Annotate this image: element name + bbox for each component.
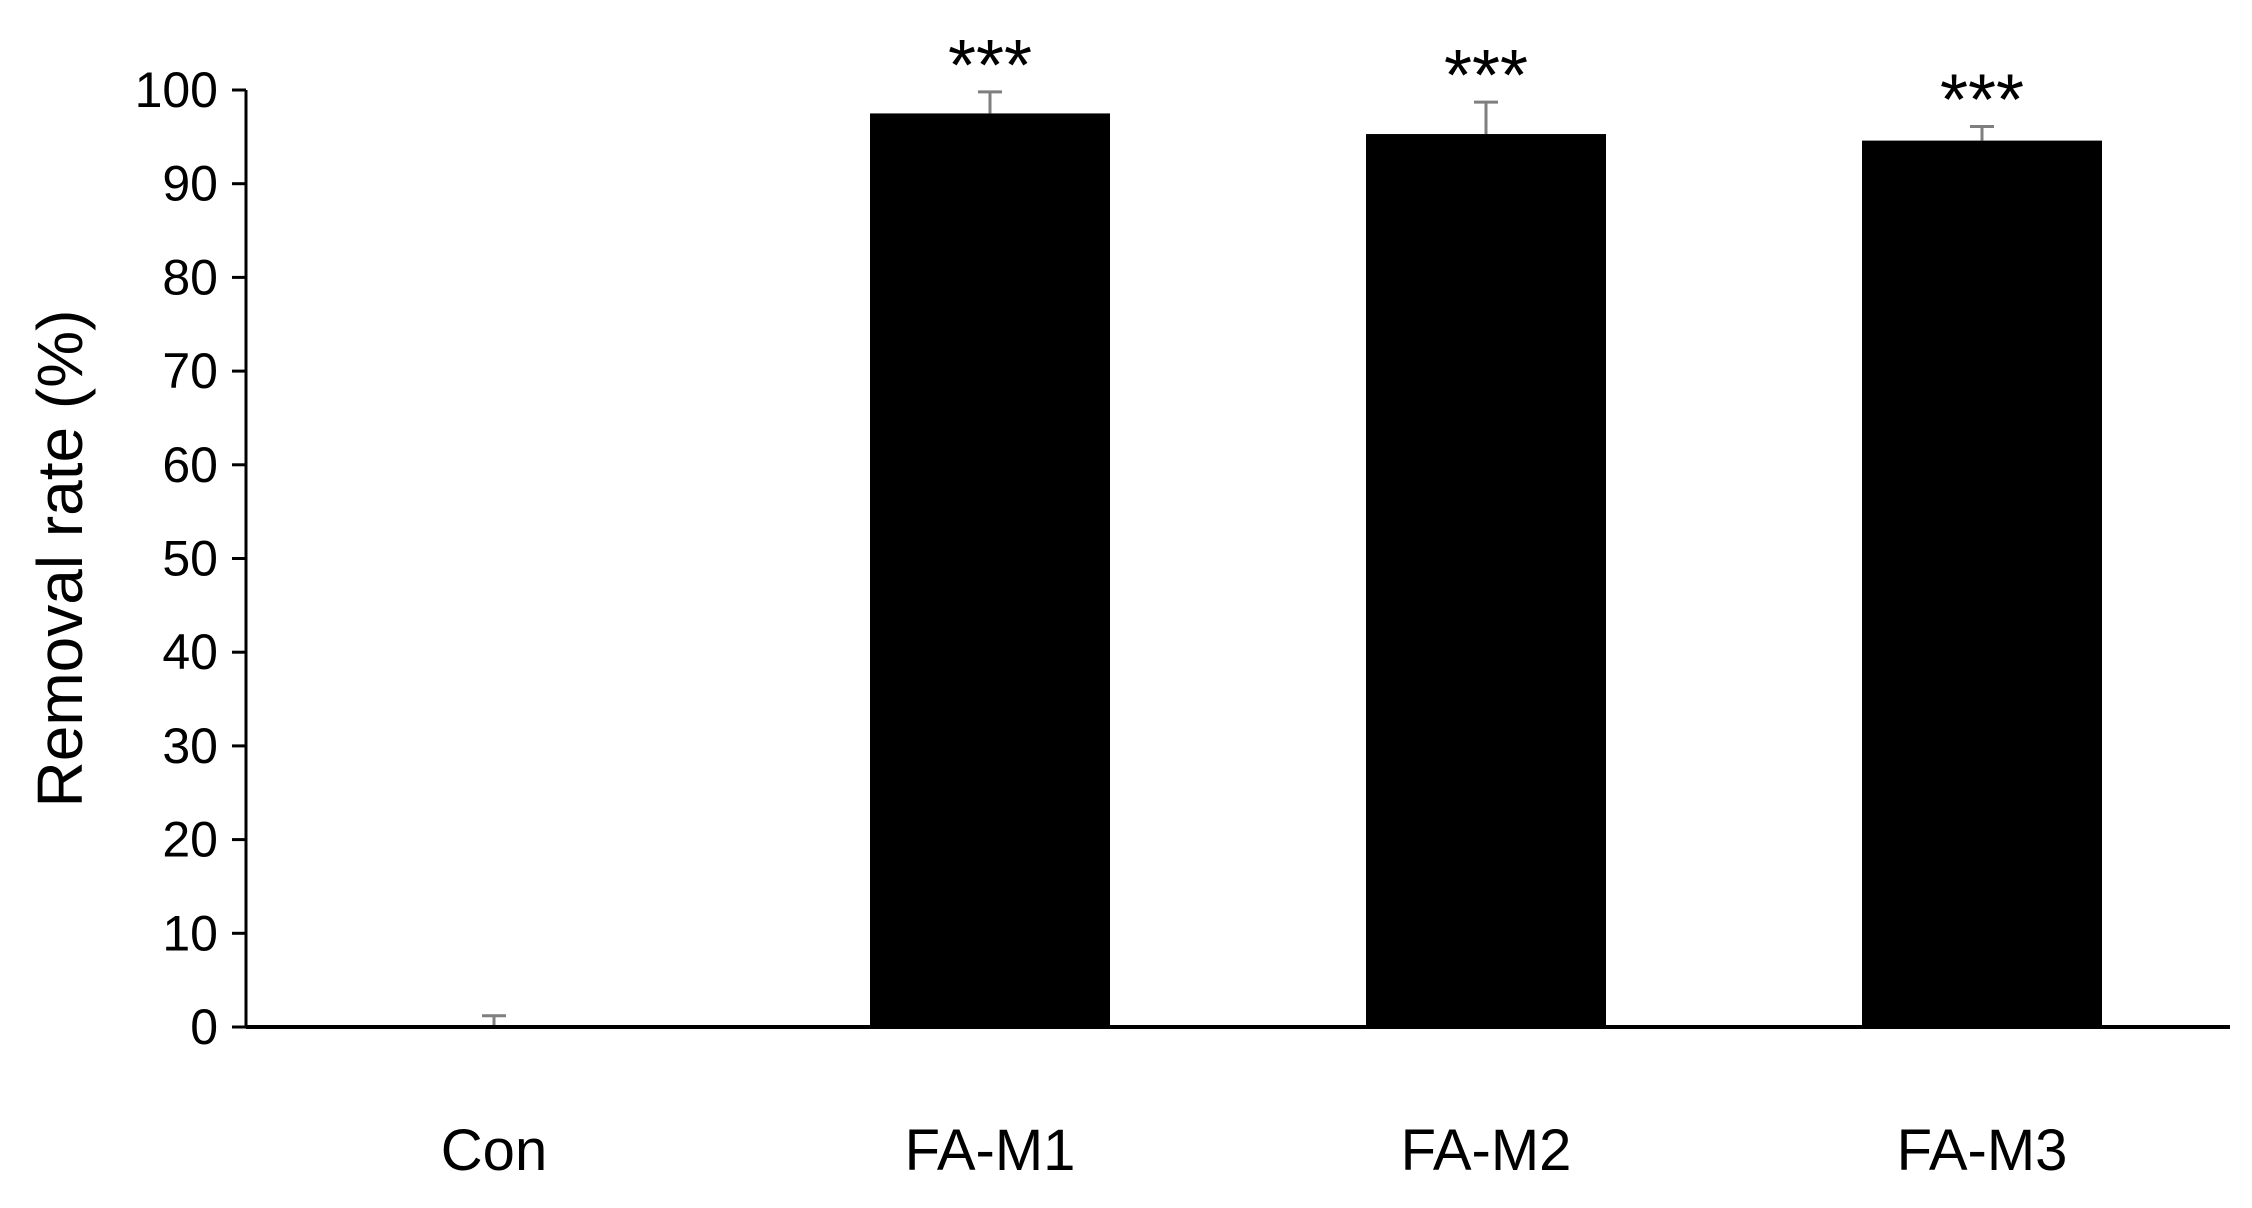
y-tick-label: 70 — [162, 343, 218, 399]
y-tick-label: 10 — [162, 905, 218, 961]
x-tick-label: FA-M3 — [1897, 1118, 2068, 1183]
y-tick-label: 90 — [162, 156, 218, 212]
x-tick-label: FA-M1 — [905, 1118, 1076, 1183]
significance-marker: *** — [1444, 36, 1528, 116]
significance-marker: *** — [948, 26, 1032, 106]
significance-group: *** *** *** — [948, 26, 2024, 141]
y-tick-label: 20 — [162, 812, 218, 868]
bar-fa-m3 — [1862, 140, 2102, 1027]
y-tick-label: 30 — [162, 718, 218, 774]
error-bars-group — [482, 90, 1994, 1027]
bar-fa-m1 — [870, 113, 1110, 1028]
y-axis-ticks: 0 10 20 30 40 50 60 70 80 90 100 — [135, 62, 246, 1055]
y-tick-label: 100 — [135, 62, 218, 118]
y-axis-title: Removal rate (%) — [24, 310, 96, 808]
y-tick-label: 40 — [162, 624, 218, 680]
significance-marker: *** — [1940, 61, 2024, 141]
y-tick-label: 50 — [162, 531, 218, 587]
bar-fa-m2 — [1366, 134, 1606, 1027]
y-tick-label: 60 — [162, 437, 218, 493]
y-tick-label: 0 — [190, 999, 218, 1055]
x-tick-label: FA-M2 — [1401, 1118, 1572, 1183]
x-axis-labels: Con FA-M1 FA-M2 FA-M3 — [441, 1118, 2068, 1183]
y-tick-label: 80 — [162, 249, 218, 305]
x-tick-label: Con — [441, 1118, 547, 1183]
bars-group — [870, 113, 2102, 1028]
